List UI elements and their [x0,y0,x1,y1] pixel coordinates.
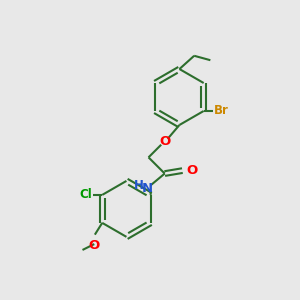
Text: H: H [134,179,144,192]
Text: Br: Br [214,104,229,118]
Text: N: N [142,182,153,195]
Text: O: O [88,239,100,252]
Text: O: O [159,135,170,148]
Text: O: O [187,164,198,177]
Text: Cl: Cl [79,188,92,201]
